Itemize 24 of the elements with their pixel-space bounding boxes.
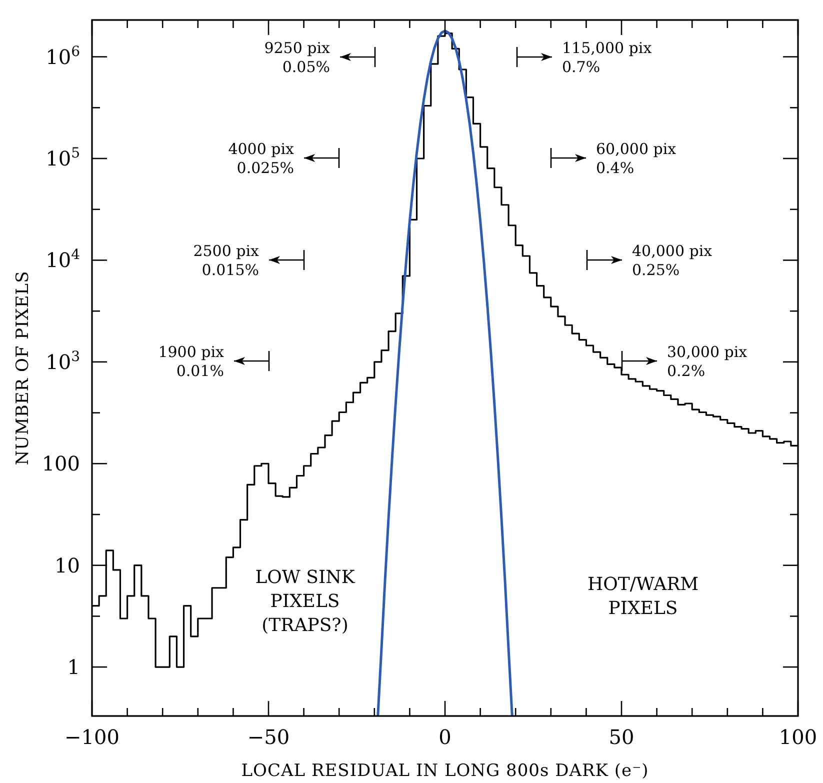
annotation: 2500 pix 0.015% (193, 242, 260, 279)
y-tick-label: 1 (67, 655, 80, 680)
annotation: 9250 pix 0.05% (264, 39, 331, 76)
x-tick-label: 50 (608, 725, 634, 749)
x-axis-title: LOCAL RESIDUAL IN LONG 800s DARK (e⁻) (241, 761, 649, 781)
annotation: HOT/WARM PIXELS (587, 574, 699, 619)
x-tick-label: 100 (778, 725, 818, 749)
x-tick-label: −50 (247, 725, 290, 749)
x-tick-label: −100 (64, 725, 120, 749)
annotation: 60,000 pix 0.4% (596, 140, 677, 177)
annotation: LOW SINK PIXELS (TRAPS?) (255, 567, 356, 636)
annotation: 1900 pix 0.01% (158, 343, 225, 380)
y-tick-label: 10$^{3}$ (46, 348, 80, 374)
y-tick-label: 10$^{6}$ (46, 44, 80, 69)
annotation: 115,000 pix 0.7% (562, 39, 652, 76)
annotation: 4000 pix 0.025% (228, 140, 295, 177)
y-tick-label: 10$^{4}$ (46, 247, 80, 272)
y-tick-label: 100 (42, 452, 80, 476)
y-axis-title: NUMBER OF PIXELS (13, 270, 33, 466)
x-tick-label: 0 (438, 725, 452, 749)
y-tick-label: 10$^{5}$ (46, 145, 80, 170)
y-tick-label: 10 (54, 553, 80, 578)
annotation: 30,000 pix 0.2% (667, 343, 748, 380)
annotation: 40,000 pix 0.25% (632, 242, 713, 279)
